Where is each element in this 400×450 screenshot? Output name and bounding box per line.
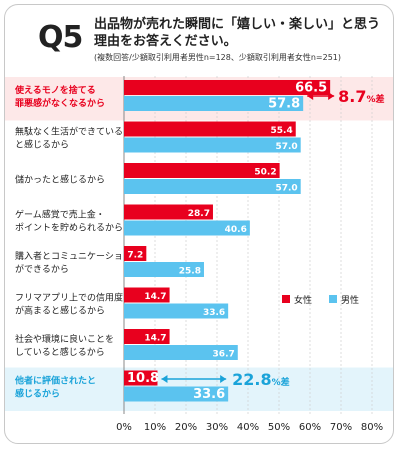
value-label: 14.7 bbox=[144, 292, 166, 302]
category-label-line: 使えるモノを捨てる bbox=[14, 84, 96, 96]
diff-annotation-number: 22.8 bbox=[232, 370, 271, 389]
diff-annotation-unit: %差 bbox=[366, 93, 384, 105]
category-label: 購入者とコミュニケーションができるから bbox=[15, 250, 132, 275]
x-tick-label: 10% bbox=[144, 422, 166, 433]
question-label: Q5 bbox=[38, 20, 83, 55]
category-label-line: 購入者とコミュニケーション bbox=[15, 250, 132, 262]
category-label-line: 他者に評価されたと bbox=[14, 375, 96, 387]
x-tick-label: 70% bbox=[330, 422, 352, 433]
female-bar bbox=[124, 204, 213, 220]
female-bar bbox=[124, 246, 147, 261]
category-label-line: フリマアプリ上での信用度 bbox=[15, 292, 123, 304]
category-label-line: が高まると感じるから bbox=[15, 305, 105, 317]
value-label: 50.2 bbox=[254, 168, 276, 178]
male-bar bbox=[124, 262, 204, 277]
category-label-line: 罪悪感がなくなるから bbox=[15, 97, 105, 109]
female-bar bbox=[124, 80, 331, 95]
diff-arrow-head bbox=[328, 92, 335, 100]
category-label-line: 社会や環境に良いことを bbox=[15, 333, 114, 345]
male-bar bbox=[124, 179, 301, 194]
male-bar bbox=[124, 345, 238, 360]
category-label: 他者に評価されたと感じるから bbox=[14, 375, 96, 400]
x-tick-label: 60% bbox=[299, 422, 321, 433]
diff-arrow-head bbox=[307, 92, 314, 100]
category-label-line: 感じるから bbox=[15, 388, 60, 400]
x-tick-label: 0% bbox=[116, 422, 132, 433]
category-label-line: と感じるから bbox=[15, 139, 69, 151]
diff-annotation-number: 8.7 bbox=[338, 87, 366, 106]
category-label: ゲーム感覚で売上金・ポイントを貯められるから bbox=[15, 209, 123, 234]
value-label: 33.6 bbox=[193, 387, 225, 402]
category-label-line: 儲かったと感じるから bbox=[15, 174, 105, 186]
value-label: 40.6 bbox=[225, 225, 247, 235]
value-label: 7.2 bbox=[127, 251, 143, 261]
diff-arrow-head bbox=[220, 375, 227, 383]
category-label: 無駄なく生活ができていると感じるから bbox=[15, 126, 123, 151]
value-label: 66.5 bbox=[295, 81, 327, 96]
diff-annotation-unit: %差 bbox=[272, 376, 290, 388]
legend-swatch bbox=[282, 295, 290, 303]
legend-swatch bbox=[329, 295, 337, 303]
female-bar bbox=[124, 329, 170, 344]
diff-annotation: 22.8%差 bbox=[232, 370, 290, 389]
value-label: 57.0 bbox=[275, 184, 297, 194]
legend-label: 女性 bbox=[294, 294, 312, 306]
female-bar bbox=[124, 287, 170, 303]
legend-label: 男性 bbox=[341, 294, 359, 306]
value-label: 36.7 bbox=[213, 350, 235, 360]
category-label: 儲かったと感じるから bbox=[15, 174, 105, 186]
x-tick-label: 20% bbox=[175, 422, 197, 433]
male-bar bbox=[124, 303, 229, 319]
value-label: 57.0 bbox=[275, 142, 297, 152]
female-bar bbox=[124, 121, 296, 137]
male-bar bbox=[124, 220, 250, 236]
value-label: 57.8 bbox=[268, 97, 300, 112]
category-label: 使えるモノを捨てる罪悪感がなくなるから bbox=[14, 84, 105, 109]
diff-annotation: 8.7%差 bbox=[338, 87, 384, 106]
value-label: 33.6 bbox=[203, 308, 225, 318]
sample-note: (複数回答/少額取引利用者男性n=128、少額取引利用者女性n=251) bbox=[94, 53, 342, 62]
category-label-line: ポイントを貯められるから bbox=[15, 223, 123, 234]
question-title: 出品物が売れた瞬間に「嬉しい・楽しい」と思う理由をお答えください。 bbox=[94, 17, 381, 49]
value-label: 55.4 bbox=[271, 126, 293, 136]
category-label-line: していると感じるから bbox=[15, 346, 105, 358]
category-label: フリマアプリ上での信用度が高まると感じるから bbox=[15, 292, 123, 317]
male-bar bbox=[124, 137, 301, 153]
category-label-line: ゲーム感覚で売上金・ bbox=[15, 209, 105, 221]
value-label: 10.8 bbox=[127, 371, 159, 386]
female-bar bbox=[124, 370, 158, 386]
value-label: 28.7 bbox=[188, 209, 210, 219]
value-label: 14.7 bbox=[144, 334, 166, 344]
x-tick-label: 80% bbox=[361, 422, 383, 433]
diff-arrow-head bbox=[161, 375, 168, 383]
female-bar bbox=[124, 163, 280, 178]
male-bar bbox=[124, 386, 229, 402]
x-tick-label: 40% bbox=[237, 422, 259, 433]
male-bar bbox=[124, 96, 304, 111]
category-label: 社会や環境に良いことをしていると感じるから bbox=[15, 333, 114, 358]
x-tick-label: 30% bbox=[206, 422, 228, 433]
value-label: 25.8 bbox=[179, 267, 201, 277]
x-tick-label: 50% bbox=[268, 422, 290, 433]
category-label-line: ができるから bbox=[15, 263, 69, 275]
category-label-line: 無駄なく生活ができている bbox=[15, 126, 123, 138]
